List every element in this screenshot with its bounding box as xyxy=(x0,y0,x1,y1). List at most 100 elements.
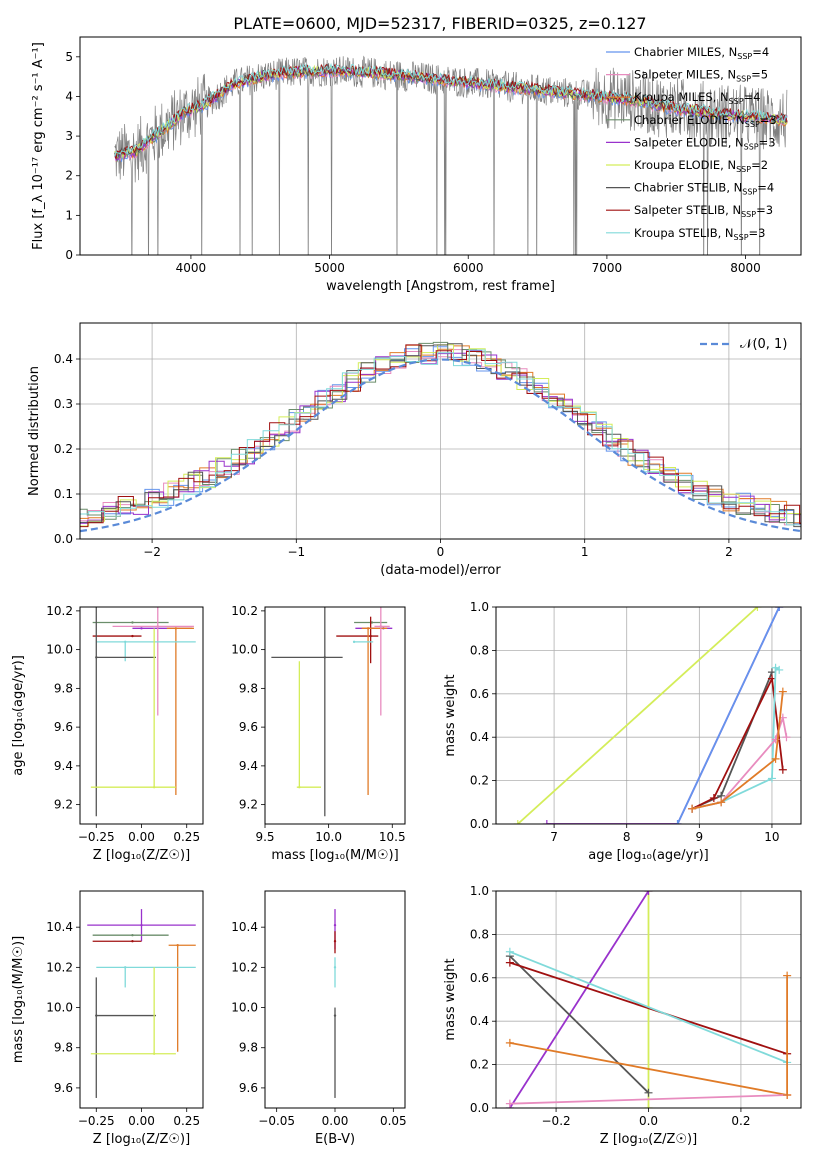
data-point xyxy=(333,1014,337,1017)
x-axis-label: Z [log₁₀(Z/Z☉)] xyxy=(600,1132,697,1147)
y-tick-label: 0.3 xyxy=(54,397,73,411)
data-point xyxy=(298,785,301,789)
x-tick-label: 0.00 xyxy=(322,1114,349,1128)
weight-marker xyxy=(767,774,776,783)
data-point xyxy=(323,656,327,659)
y-tick-label: 0.2 xyxy=(470,1058,489,1072)
weight-marker xyxy=(783,1090,792,1099)
legend-entry: 𝒩(0, 1) xyxy=(740,337,787,352)
y-tick-label: 10.0 xyxy=(231,1001,258,1015)
weight-marker xyxy=(778,765,787,774)
x-axis-label: mass [log₁₀(M/M☉)] xyxy=(271,848,398,863)
data-point xyxy=(176,944,179,947)
data-point xyxy=(174,627,178,630)
y-tick-label: 10.4 xyxy=(231,920,258,934)
figure-title: PLATE=0600, MJD=52317, FIBERID=0325, z=0… xyxy=(233,14,646,33)
data-point xyxy=(131,934,134,937)
plot-area xyxy=(271,607,393,817)
x-tick-label: 10.0 xyxy=(315,830,342,844)
y-tick-label: 10.0 xyxy=(46,1001,73,1015)
legend-entry: Kroupa MILES, NSSP=4 xyxy=(634,90,760,106)
data-point xyxy=(152,785,156,789)
weight-marker xyxy=(775,607,784,611)
x-tick-label: 0 xyxy=(437,545,445,559)
plot-area xyxy=(333,909,337,1098)
weight-marker xyxy=(783,971,792,980)
x-axis-label: age [log₁₀(age/yr)] xyxy=(588,848,709,863)
x-tick-label: 10.5 xyxy=(379,830,406,844)
y-tick-label: 5 xyxy=(65,50,73,64)
weight-line-5 xyxy=(509,950,788,1064)
weight-marker xyxy=(542,820,551,824)
data-point xyxy=(352,640,356,644)
y-tick-label: 0.0 xyxy=(470,817,489,831)
weight-marker xyxy=(673,820,682,824)
weight-marker xyxy=(644,891,653,895)
x-tick-label: 0.25 xyxy=(173,1114,200,1128)
x-tick-label: −0.25 xyxy=(78,830,115,844)
y-tick-label: 9.4 xyxy=(239,759,258,773)
legend-entry: Salpeter ELODIE, NSSP=3 xyxy=(634,135,776,151)
y-tick-label: 0.6 xyxy=(470,687,489,701)
weight-line-2 xyxy=(509,891,650,1108)
x-tick-label: 9.5 xyxy=(255,830,274,844)
x-axis-label: Z [log₁₀(Z/Z☉)] xyxy=(93,848,190,863)
y-tick-label: 0.8 xyxy=(470,927,489,941)
y-tick-label: 9.8 xyxy=(239,1041,258,1055)
x-tick-label: −0.2 xyxy=(542,1114,571,1128)
observed-spectrum-line xyxy=(114,55,788,255)
plot-area xyxy=(80,323,801,539)
weight-marker xyxy=(644,1104,653,1108)
x-tick-label: 8000 xyxy=(730,261,761,275)
axes-frame xyxy=(495,606,802,825)
axes-frame xyxy=(79,36,802,256)
y-tick-label: 9.8 xyxy=(54,681,73,695)
weight-marker xyxy=(717,798,726,807)
y-tick-label: 9.6 xyxy=(239,720,258,734)
data-point xyxy=(333,966,337,969)
y-tick-label: 10.0 xyxy=(231,643,258,657)
y-tick-label: 10.2 xyxy=(46,604,73,618)
plot-area xyxy=(114,55,788,255)
x-tick-label: 0.00 xyxy=(128,1114,155,1128)
spectrum-legend: Chabrier MILES, NSSP=4 Salpeter MILES, NS… xyxy=(606,45,777,242)
x-tick-label: −2 xyxy=(143,545,161,559)
x-tick-label: 8 xyxy=(623,830,631,844)
normal-reference-curve xyxy=(80,358,801,533)
y-axis-label: mass weight xyxy=(443,674,458,756)
weight-marker xyxy=(644,1088,653,1097)
panel-residual-distribution: −2 −1 0 1 2 0.0 0.1 0.2 0.3 0.4 (data-model)/error… xyxy=(27,322,802,578)
x-tick-label: 0.00 xyxy=(128,830,155,844)
weight-marker xyxy=(513,820,522,824)
x-tick-label: 4000 xyxy=(176,261,207,275)
y-tick-label: 9.8 xyxy=(239,681,258,695)
x-axis-label: (data-model)/error xyxy=(380,563,501,578)
data-point xyxy=(333,940,337,943)
weight-line-6 xyxy=(509,1042,788,1096)
panel-spectrum: 4000 5000 6000 7000 8000 0 1 2 3 4 5 wavelength [An… xyxy=(31,36,802,294)
x-tick-label: 9 xyxy=(696,830,704,844)
legend-entry: Kroupa ELODIE, NSSP=2 xyxy=(634,158,768,174)
data-point xyxy=(156,625,159,628)
data-point xyxy=(370,621,374,624)
x-axis-label: Z [log₁₀(Z/Z☉)] xyxy=(93,1132,190,1147)
weight-marker xyxy=(771,663,780,672)
data-point xyxy=(131,634,134,638)
panel-mass-vs-EBV: −0.05 0.00 0.05 9.6 9.8 10.0 10.2 10.4 E(B-V) xyxy=(231,890,407,1147)
data-point xyxy=(379,625,383,628)
legend-entry: Chabrier MILES, NSSP=4 xyxy=(634,45,769,61)
y-tick-label: 0.4 xyxy=(470,730,489,744)
y-tick-label: 0.2 xyxy=(54,442,73,456)
weight-marker xyxy=(709,793,718,802)
weight-line-5 xyxy=(691,675,784,810)
data-point xyxy=(152,1052,156,1055)
y-tick-label: 9.2 xyxy=(54,798,73,812)
x-tick-label: −0.05 xyxy=(258,1114,295,1128)
x-tick-label: 7000 xyxy=(592,261,623,275)
weight-marker xyxy=(771,754,780,763)
y-tick-label: 0.8 xyxy=(470,643,489,657)
weight-marker xyxy=(782,733,791,742)
x-tick-label: 1 xyxy=(581,545,589,559)
data-point xyxy=(140,627,143,630)
weight-marker xyxy=(505,1099,514,1108)
